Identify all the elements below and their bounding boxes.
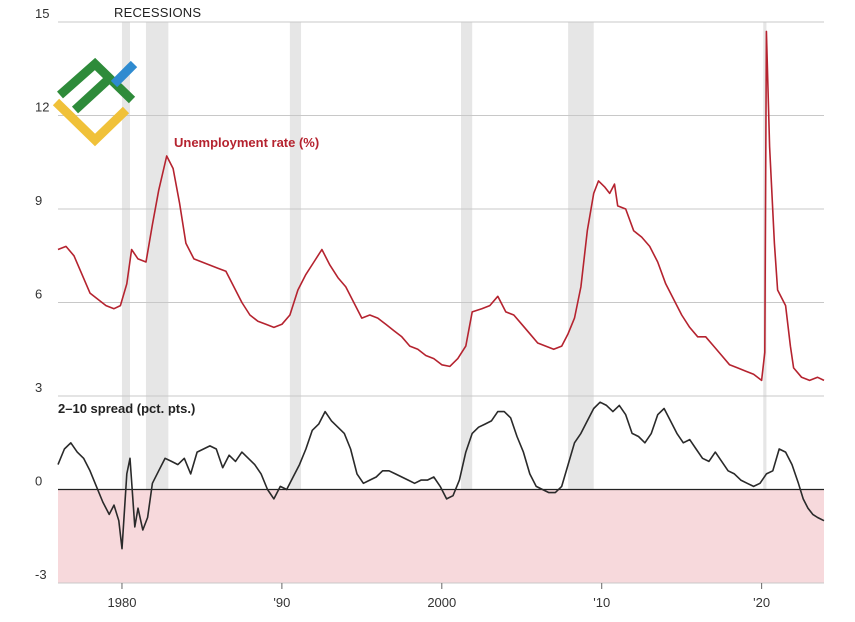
logo-blue-stroke [110,60,138,88]
unemployment-line [57,30,825,382]
y-tick-label: -3 [35,567,47,582]
labels: RECESSIONS Unemployment rate (%) 2–10 sp… [35,5,770,610]
x-tick-label: 2000 [427,595,456,610]
gridlines [58,21,824,589]
logo-yellow-chevron [52,98,130,147]
negative-zone [58,489,824,583]
x-tick-label: '20 [753,595,770,610]
x-tick-label: '10 [593,595,610,610]
x-tick-label: '90 [273,595,290,610]
y-tick-label: 3 [35,380,42,395]
x-tick-label: 1980 [108,595,137,610]
y-tick-label: 9 [35,193,42,208]
y-tick-label: 12 [35,100,49,115]
y-tick-label: 6 [35,287,42,302]
series-lines [57,30,825,550]
spread-line [57,401,825,550]
recessions-label: RECESSIONS [114,5,201,20]
logo-green-chevron [57,57,136,104]
logo-green-stroke [71,72,116,114]
y-tick-label: 0 [35,474,42,489]
unemployment-series-label: Unemployment rate (%) [174,135,319,150]
y-tick-label: 15 [35,6,49,21]
brand-logo [52,57,138,147]
spread-series-label: 2–10 spread (pct. pts.) [58,401,195,416]
negative-spread-shading [58,489,824,583]
